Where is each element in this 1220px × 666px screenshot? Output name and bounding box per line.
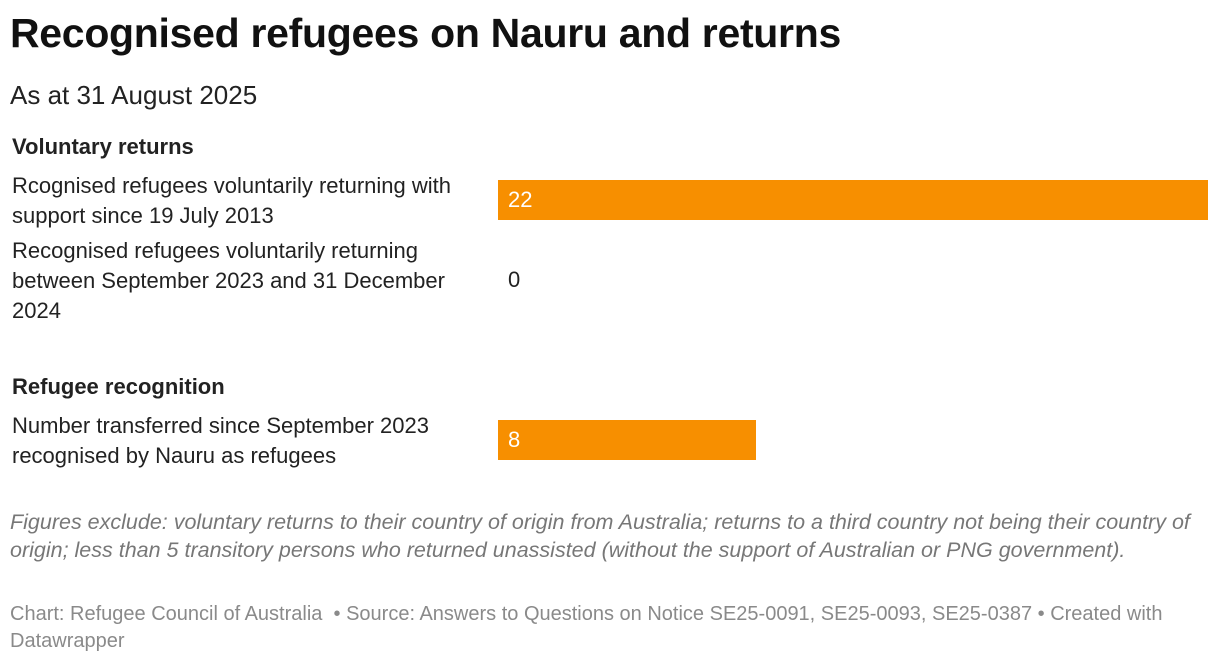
bar-value-label: 22 — [508, 187, 533, 212]
bar-value-label: 0 — [508, 267, 521, 292]
chart-credit: Chart: Refugee Council of Australia — [10, 603, 323, 625]
chart-notes: Figures exclude: voluntary returns to th… — [10, 510, 1190, 562]
group-title-refugee-recognition: Refugee recognition — [12, 374, 225, 399]
group-title-voluntary-returns: Voluntary returns — [12, 134, 194, 159]
bar — [498, 180, 1208, 220]
created-with: • Created with Datawrapper — [10, 603, 1163, 652]
row-label: Number transferred since September 2023 … — [12, 413, 429, 468]
chart-footer: Chart: Refugee Council of Australia • So… — [10, 601, 1215, 655]
chart-title: Recognised refugees on Nauru and returns — [10, 10, 841, 56]
row-label: Rcognised refugees voluntarily returning… — [12, 173, 452, 228]
row-label: Recognised refugees voluntarily returnin… — [12, 238, 445, 323]
bar — [498, 420, 756, 460]
bar-value-label: 8 — [508, 427, 521, 452]
chart-subtitle: As at 31 August 2025 — [10, 80, 258, 110]
source-text: • Source: Answers to Questions on Notice… — [333, 603, 1033, 625]
